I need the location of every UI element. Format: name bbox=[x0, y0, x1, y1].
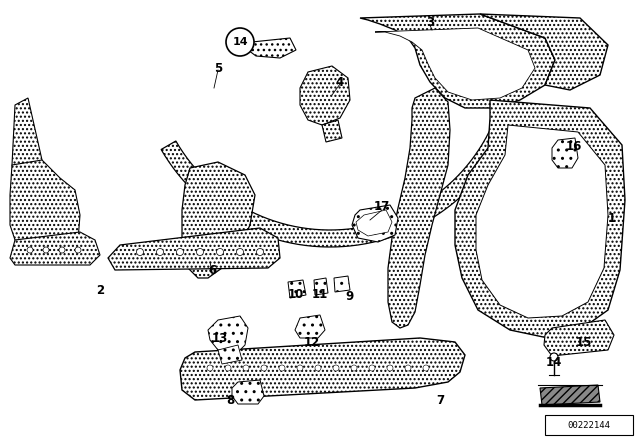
Polygon shape bbox=[356, 210, 392, 236]
Polygon shape bbox=[161, 113, 513, 247]
Circle shape bbox=[387, 365, 393, 371]
Polygon shape bbox=[192, 168, 228, 205]
Circle shape bbox=[351, 365, 357, 371]
Polygon shape bbox=[322, 120, 342, 142]
Polygon shape bbox=[388, 88, 450, 328]
Polygon shape bbox=[552, 138, 578, 168]
Text: 6: 6 bbox=[208, 263, 216, 276]
Polygon shape bbox=[300, 66, 350, 125]
Circle shape bbox=[257, 249, 264, 255]
Polygon shape bbox=[476, 125, 608, 318]
Circle shape bbox=[297, 365, 303, 371]
Text: 14: 14 bbox=[546, 356, 562, 369]
Circle shape bbox=[261, 365, 267, 371]
Text: 2: 2 bbox=[96, 284, 104, 297]
Circle shape bbox=[315, 365, 321, 371]
Circle shape bbox=[225, 365, 231, 371]
Polygon shape bbox=[208, 316, 248, 352]
Text: 7: 7 bbox=[436, 393, 444, 406]
Polygon shape bbox=[352, 205, 398, 242]
Circle shape bbox=[207, 365, 213, 371]
Text: 12: 12 bbox=[304, 336, 320, 349]
FancyBboxPatch shape bbox=[545, 415, 633, 435]
Polygon shape bbox=[10, 160, 80, 248]
Polygon shape bbox=[218, 345, 242, 364]
Text: 17: 17 bbox=[374, 201, 390, 214]
Text: 3: 3 bbox=[426, 16, 434, 29]
Polygon shape bbox=[182, 162, 255, 278]
Circle shape bbox=[369, 365, 375, 371]
Text: 5: 5 bbox=[214, 61, 222, 74]
Polygon shape bbox=[480, 14, 608, 90]
Circle shape bbox=[237, 249, 243, 255]
Text: 8: 8 bbox=[226, 393, 234, 406]
Circle shape bbox=[423, 365, 429, 371]
Polygon shape bbox=[314, 278, 328, 295]
Circle shape bbox=[177, 249, 184, 255]
Circle shape bbox=[243, 365, 249, 371]
Polygon shape bbox=[360, 14, 555, 108]
Text: 10: 10 bbox=[288, 288, 304, 301]
Text: 9: 9 bbox=[346, 289, 354, 302]
Circle shape bbox=[59, 247, 65, 253]
Polygon shape bbox=[248, 38, 296, 58]
Circle shape bbox=[75, 247, 81, 253]
Text: 15: 15 bbox=[576, 336, 592, 349]
Text: 00222144: 00222144 bbox=[568, 421, 611, 430]
Circle shape bbox=[405, 365, 411, 371]
Polygon shape bbox=[12, 98, 42, 175]
Circle shape bbox=[27, 247, 33, 253]
Circle shape bbox=[333, 365, 339, 371]
Circle shape bbox=[196, 249, 204, 255]
Polygon shape bbox=[455, 100, 625, 338]
Polygon shape bbox=[295, 315, 325, 338]
Circle shape bbox=[216, 249, 223, 255]
Polygon shape bbox=[334, 276, 350, 292]
Polygon shape bbox=[10, 232, 100, 265]
Text: 11: 11 bbox=[312, 288, 328, 301]
Circle shape bbox=[279, 365, 285, 371]
Polygon shape bbox=[288, 280, 306, 298]
Circle shape bbox=[550, 353, 558, 361]
Circle shape bbox=[157, 249, 163, 255]
Polygon shape bbox=[232, 380, 264, 404]
Circle shape bbox=[226, 28, 254, 56]
Text: 4: 4 bbox=[336, 76, 344, 89]
Text: 13: 13 bbox=[212, 332, 228, 345]
Circle shape bbox=[43, 247, 49, 253]
Text: 1: 1 bbox=[608, 211, 616, 224]
Polygon shape bbox=[540, 385, 600, 405]
Polygon shape bbox=[108, 228, 280, 270]
Polygon shape bbox=[180, 338, 465, 400]
Circle shape bbox=[136, 249, 143, 255]
Polygon shape bbox=[544, 320, 614, 356]
Polygon shape bbox=[375, 28, 535, 100]
Text: 16: 16 bbox=[566, 139, 582, 152]
Text: 14: 14 bbox=[232, 37, 248, 47]
